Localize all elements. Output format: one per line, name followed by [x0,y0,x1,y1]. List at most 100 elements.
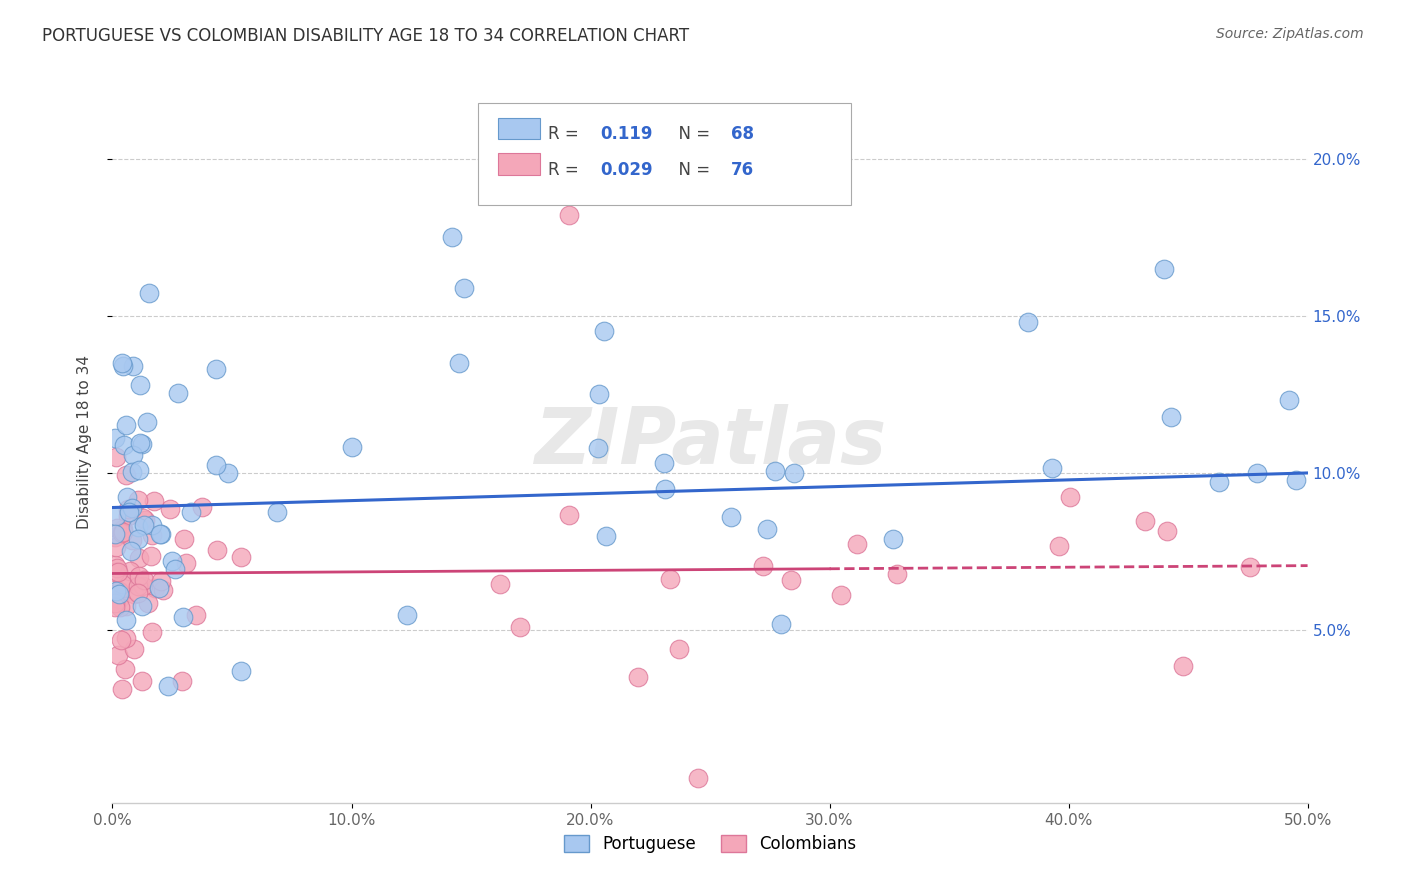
Point [132,511,155,525]
Text: R =: R = [548,125,585,143]
Point [127,493,149,508]
Point [114,662,136,676]
Text: 76: 76 [731,161,754,178]
Point [104,565,127,579]
Point [129,436,152,450]
Text: N =: N = [668,161,716,178]
Point [131,579,153,593]
Point [121,501,143,516]
Point [231,665,253,679]
Point [136,596,159,610]
Point [104,596,127,610]
Point [453,280,475,294]
Point [120,544,142,558]
Point [1285,474,1308,488]
Point [846,537,869,551]
Point [165,562,187,576]
Point [509,620,531,634]
Legend: Portuguese, Colombians: Portuguese, Colombians [557,828,863,860]
Point [138,286,160,301]
Point [127,520,149,534]
Point [111,577,134,591]
Point [115,490,138,504]
Point [111,359,134,373]
Point [107,587,129,601]
Point [121,448,143,462]
Point [174,556,197,570]
Point [190,500,212,514]
Point [111,356,134,370]
Text: PORTUGUESE VS COLOMBIAN DISABILITY AGE 18 TO 34 CORRELATION CHART: PORTUGUESE VS COLOMBIAN DISABILITY AGE 1… [42,27,689,45]
Point [830,588,852,602]
Point [205,543,228,558]
Point [124,587,146,601]
Point [170,674,193,689]
Point [117,501,139,516]
Point [135,415,157,429]
Point [160,554,183,568]
Point [652,456,675,470]
Point [752,558,775,573]
Point [1173,659,1195,673]
Point [128,463,150,477]
Point [595,529,617,543]
Point [882,532,904,546]
Point [770,617,793,632]
Point [115,418,138,433]
Point [166,386,188,401]
Point [108,599,131,614]
Point [488,577,510,591]
Point [104,584,127,599]
Point [266,505,288,519]
Point [1246,466,1268,480]
Point [107,591,129,606]
Point [139,549,162,564]
Point [121,533,143,547]
Text: 68: 68 [731,125,754,143]
Point [104,558,127,573]
Point [783,466,806,480]
Point [763,464,786,478]
Point [1133,514,1156,528]
Point [127,586,149,600]
Point [886,567,908,582]
Point [105,450,128,464]
Point [780,573,803,587]
Point [114,576,136,591]
Point [104,531,127,545]
Text: 0.119: 0.119 [600,125,652,143]
Point [142,494,165,508]
Text: N =: N = [668,125,716,143]
Point [449,356,471,370]
Point [105,561,128,575]
Point [557,508,579,523]
Point [1153,261,1175,276]
Text: Source: ZipAtlas.com: Source: ZipAtlas.com [1216,27,1364,41]
Point [150,527,173,541]
Point [127,579,149,593]
Point [204,458,226,473]
Point [342,440,364,454]
Point [150,574,173,588]
Point [205,362,228,376]
Point [107,520,129,534]
Point [107,566,129,580]
Point [654,483,676,497]
Point [104,431,127,445]
Point [131,673,153,688]
Point [1160,409,1182,424]
Point [118,564,141,578]
Point [593,325,616,339]
Point [134,574,156,588]
Point [217,466,239,480]
Point [131,599,153,613]
Point [134,518,156,533]
Point [104,527,127,541]
Point [107,648,129,662]
Point [104,509,127,524]
Point [588,441,610,455]
Point [1017,315,1039,329]
Point [104,540,127,554]
Point [131,436,153,450]
Point [128,569,150,583]
